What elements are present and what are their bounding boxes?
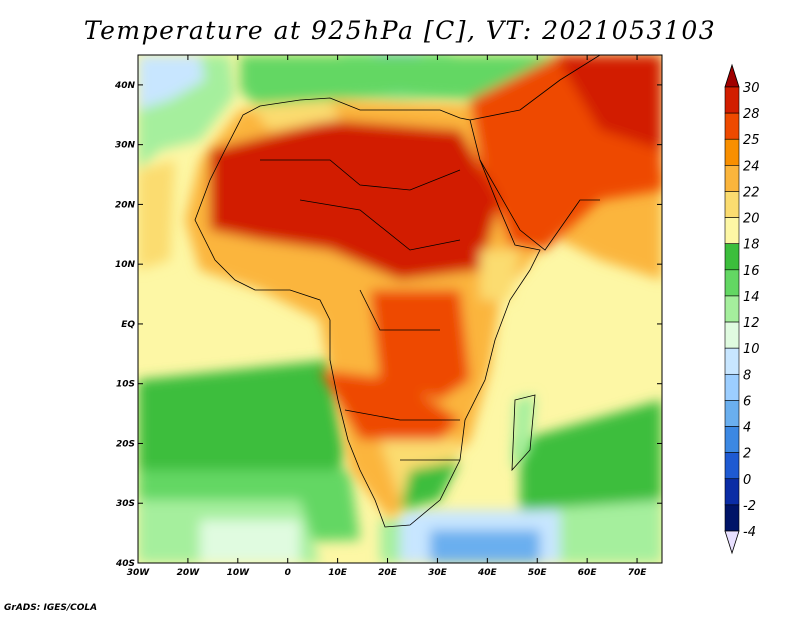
- lon-tick-label: 10E: [328, 568, 348, 578]
- colorbar-label: 10: [743, 342, 760, 357]
- lon-tick-label: 30E: [428, 568, 448, 578]
- colorbar-swatch: [724, 217, 740, 245]
- colorbar-swatch: [724, 347, 740, 375]
- colorbar-swatch: [724, 86, 740, 114]
- colorbar-swatch: [724, 321, 740, 349]
- coastlines: [194, 55, 601, 528]
- colorbar-swatch: [724, 243, 740, 271]
- colorbar-label: 6: [743, 394, 751, 409]
- lat-tick-label: 30N: [115, 141, 136, 151]
- colorbar-label: 30: [743, 81, 760, 96]
- colorbar-label: 28: [743, 107, 760, 122]
- colorbar-label: 24: [743, 159, 760, 174]
- lon-tick-label: 40E: [477, 568, 498, 578]
- temperature-field: [138, 55, 662, 563]
- colorbar-swatch: [724, 504, 740, 532]
- colorbar-swatch: [724, 138, 740, 166]
- lat-tick-label: 10N: [115, 260, 136, 270]
- colorbar-swatch: [724, 426, 740, 453]
- lat-tick-label: 30S: [116, 499, 135, 509]
- lat-tick-label: 10S: [116, 380, 135, 390]
- lon-tick-label: 30W: [127, 568, 151, 578]
- colorbar-label: 18: [743, 238, 760, 253]
- colorbar-swatch: [724, 400, 740, 427]
- lat-tick-label: 20N: [115, 200, 136, 210]
- lon-tick-label: 50E: [528, 568, 548, 578]
- colorbar-swatch: [724, 165, 740, 192]
- colorbar-swatch: [724, 373, 740, 401]
- colorbar-label: 2: [743, 447, 751, 462]
- colorbar-label: 20: [743, 212, 760, 227]
- colorbar-label: 25: [743, 133, 760, 148]
- colorbar-label: 0: [743, 473, 751, 488]
- colorbar-label: 16: [743, 264, 760, 279]
- colorbar-label: 12: [743, 316, 760, 331]
- colorbar-swatch: [724, 478, 740, 506]
- colorbar-swatch: [724, 112, 740, 140]
- colorbar-bottom-arrow: [724, 530, 740, 555]
- colorbar-swatch: [724, 452, 740, 480]
- colorbar-label: -2: [743, 499, 756, 514]
- lon-tick-label: 20W: [177, 568, 201, 578]
- colorbar-label: 4: [743, 421, 751, 436]
- lat-tick-label: 40N: [114, 81, 136, 91]
- colorbar-swatch: [724, 191, 740, 218]
- colorbar-label: 14: [743, 290, 760, 305]
- map-frame: [137, 54, 663, 564]
- lon-tick-label: 20E: [378, 568, 398, 578]
- lat-tick-label: 20S: [116, 439, 135, 449]
- lon-tick-label: 0: [285, 568, 291, 578]
- map-title: Temperature at 925hPa [C], VT: 202105310…: [83, 16, 717, 45]
- lat-tick-label: 40S: [115, 559, 135, 569]
- colorbar-swatch: [724, 269, 740, 297]
- colorbar-swatch: [724, 295, 740, 323]
- lat-tick-label: EQ: [121, 320, 135, 330]
- lon-tick-label: 10W: [227, 568, 251, 578]
- lon-tick-label: 70E: [628, 568, 648, 578]
- colorbar-top-arrow: [724, 63, 740, 88]
- longitude-axis: 30W 20W 10W 0 10E 20E 30E 40E 50E 60E 70E: [127, 55, 647, 578]
- credit-label: GrADS: IGES/COLA: [4, 603, 98, 613]
- colorbar-label: -4: [743, 525, 756, 540]
- latitude-axis: 40N 30N 20N 10N EQ 10S 20S 30S 40S: [114, 81, 662, 569]
- lon-tick-label: 60E: [578, 568, 598, 578]
- colorbar-label: 22: [743, 185, 760, 200]
- colorbar-label: 8: [743, 368, 751, 383]
